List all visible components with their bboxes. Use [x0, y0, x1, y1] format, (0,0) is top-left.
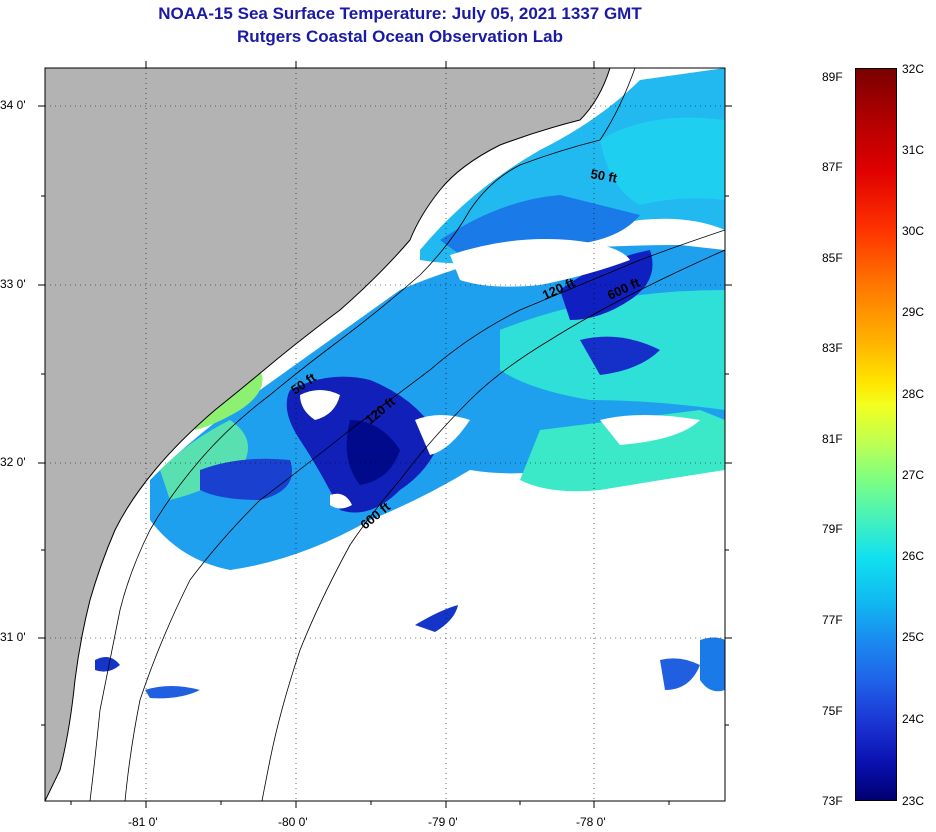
colorbar-f-label: 75F [822, 704, 843, 718]
colorbar-f-label: 85F [822, 251, 843, 265]
colorbar-c-label: 27C [902, 468, 925, 482]
map-frame [44, 67, 726, 802]
colorbar-c-label: 24C [902, 712, 925, 726]
colorbar-f-label: 77F [822, 613, 843, 627]
contour-label: 50 ft [589, 166, 619, 186]
isobath-600ft [261, 249, 725, 801]
lon-label: -78 0' [576, 815, 606, 829]
sst-patch [660, 658, 700, 690]
map-subtitle: Rutgers Coastal Ocean Observation Lab [237, 27, 563, 46]
sst-patch [415, 605, 458, 632]
lon-label: -79 0' [428, 815, 458, 829]
colorbar-c-label: 28C [902, 387, 925, 401]
sst-patch [700, 637, 725, 692]
colorbar-f-label: 81F [822, 432, 843, 446]
colorbar-c-label: 31C [902, 143, 925, 157]
sst-patch [580, 336, 660, 375]
graticule [45, 68, 725, 801]
colorbar-f-label: 83F [822, 341, 843, 355]
temperature-colorbar [855, 68, 897, 801]
colorbar-f-label: 89F [822, 70, 843, 84]
colorbar-f-label: 79F [822, 522, 843, 536]
lat-label: 34 0' [0, 98, 26, 112]
map-title: NOAA-15 Sea Surface Temperature: July 05… [158, 4, 642, 23]
map-plot-area [45, 68, 725, 801]
colorbar-f-label: 87F [822, 160, 843, 174]
colorbar-f-label: 73F [822, 794, 843, 808]
isobath-50ft [89, 68, 636, 801]
colorbar-c-label: 32C [902, 62, 925, 76]
colorbar-c-label: 26C [902, 549, 925, 563]
axis-ticks [38, 61, 732, 808]
sst-patch [160, 420, 248, 500]
lon-label: -81 0' [128, 815, 158, 829]
sst-patch [346, 420, 400, 485]
sst-patch [600, 117, 725, 205]
lat-label: 33 0' [0, 277, 26, 291]
colorbar-c-label: 23C [902, 794, 925, 808]
sst-patch [200, 458, 292, 500]
sst-patch [560, 250, 653, 320]
lon-label: -80 0' [278, 815, 308, 829]
cloud-holes [300, 239, 700, 509]
sst-patch [95, 656, 120, 672]
colorbar-c-label: 30C [902, 224, 925, 238]
lat-label: 31 0' [0, 630, 26, 644]
isobath-120ft [124, 229, 725, 801]
colorbar-c-label: 25C [902, 630, 925, 644]
sst-patch [145, 686, 200, 699]
lat-label: 32 0' [0, 455, 26, 469]
coastline [45, 68, 611, 801]
land-mass [45, 68, 610, 801]
colorbar-c-label: 29C [902, 305, 925, 319]
